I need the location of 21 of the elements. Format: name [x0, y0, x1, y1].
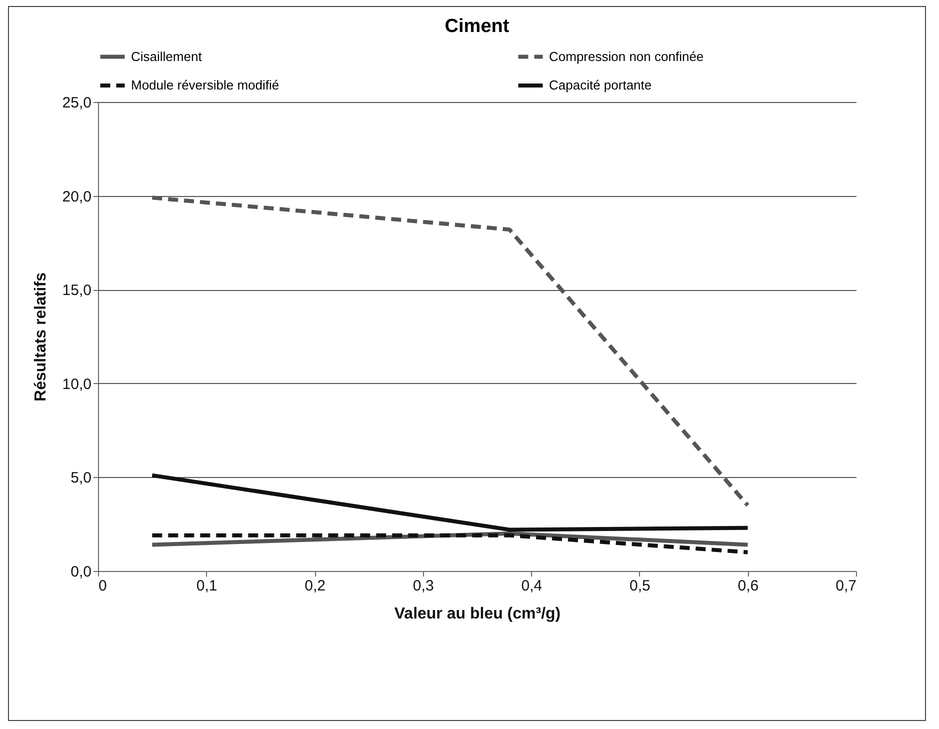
legend-label: Capacité portante [549, 78, 652, 92]
x-tick-label: 0,3 [412, 578, 434, 594]
x-tick-label: 0,7 [836, 578, 856, 594]
y-tick-label: 10,0 [62, 376, 92, 393]
y-tick-label: 25,0 [62, 94, 92, 112]
y-tick-label: 15,0 [62, 282, 92, 300]
y-tick-label: 20,0 [62, 188, 92, 206]
legend-label: Module réversible modifié [131, 78, 280, 92]
x-tick-label: 0,4 [521, 578, 542, 594]
y-tick-label: 0,0 [70, 564, 92, 580]
legend-label: Cisaillement [131, 48, 202, 64]
y-tick-label: 5,0 [70, 470, 92, 487]
x-tick-label: 0 [98, 578, 107, 594]
chart-title: Ciment [444, 16, 510, 37]
y-axis-title: Résultats relatifs [32, 272, 50, 402]
x-axis-title: Valeur au bleu (cm³/g) [394, 606, 561, 622]
x-tick-label: 0,6 [738, 578, 759, 594]
x-tick-label: 0,2 [304, 578, 326, 594]
x-tick-label: 0,1 [196, 578, 218, 594]
x-tick-label: 0,5 [630, 578, 650, 594]
legend-label: Compression non confinée [549, 48, 704, 64]
